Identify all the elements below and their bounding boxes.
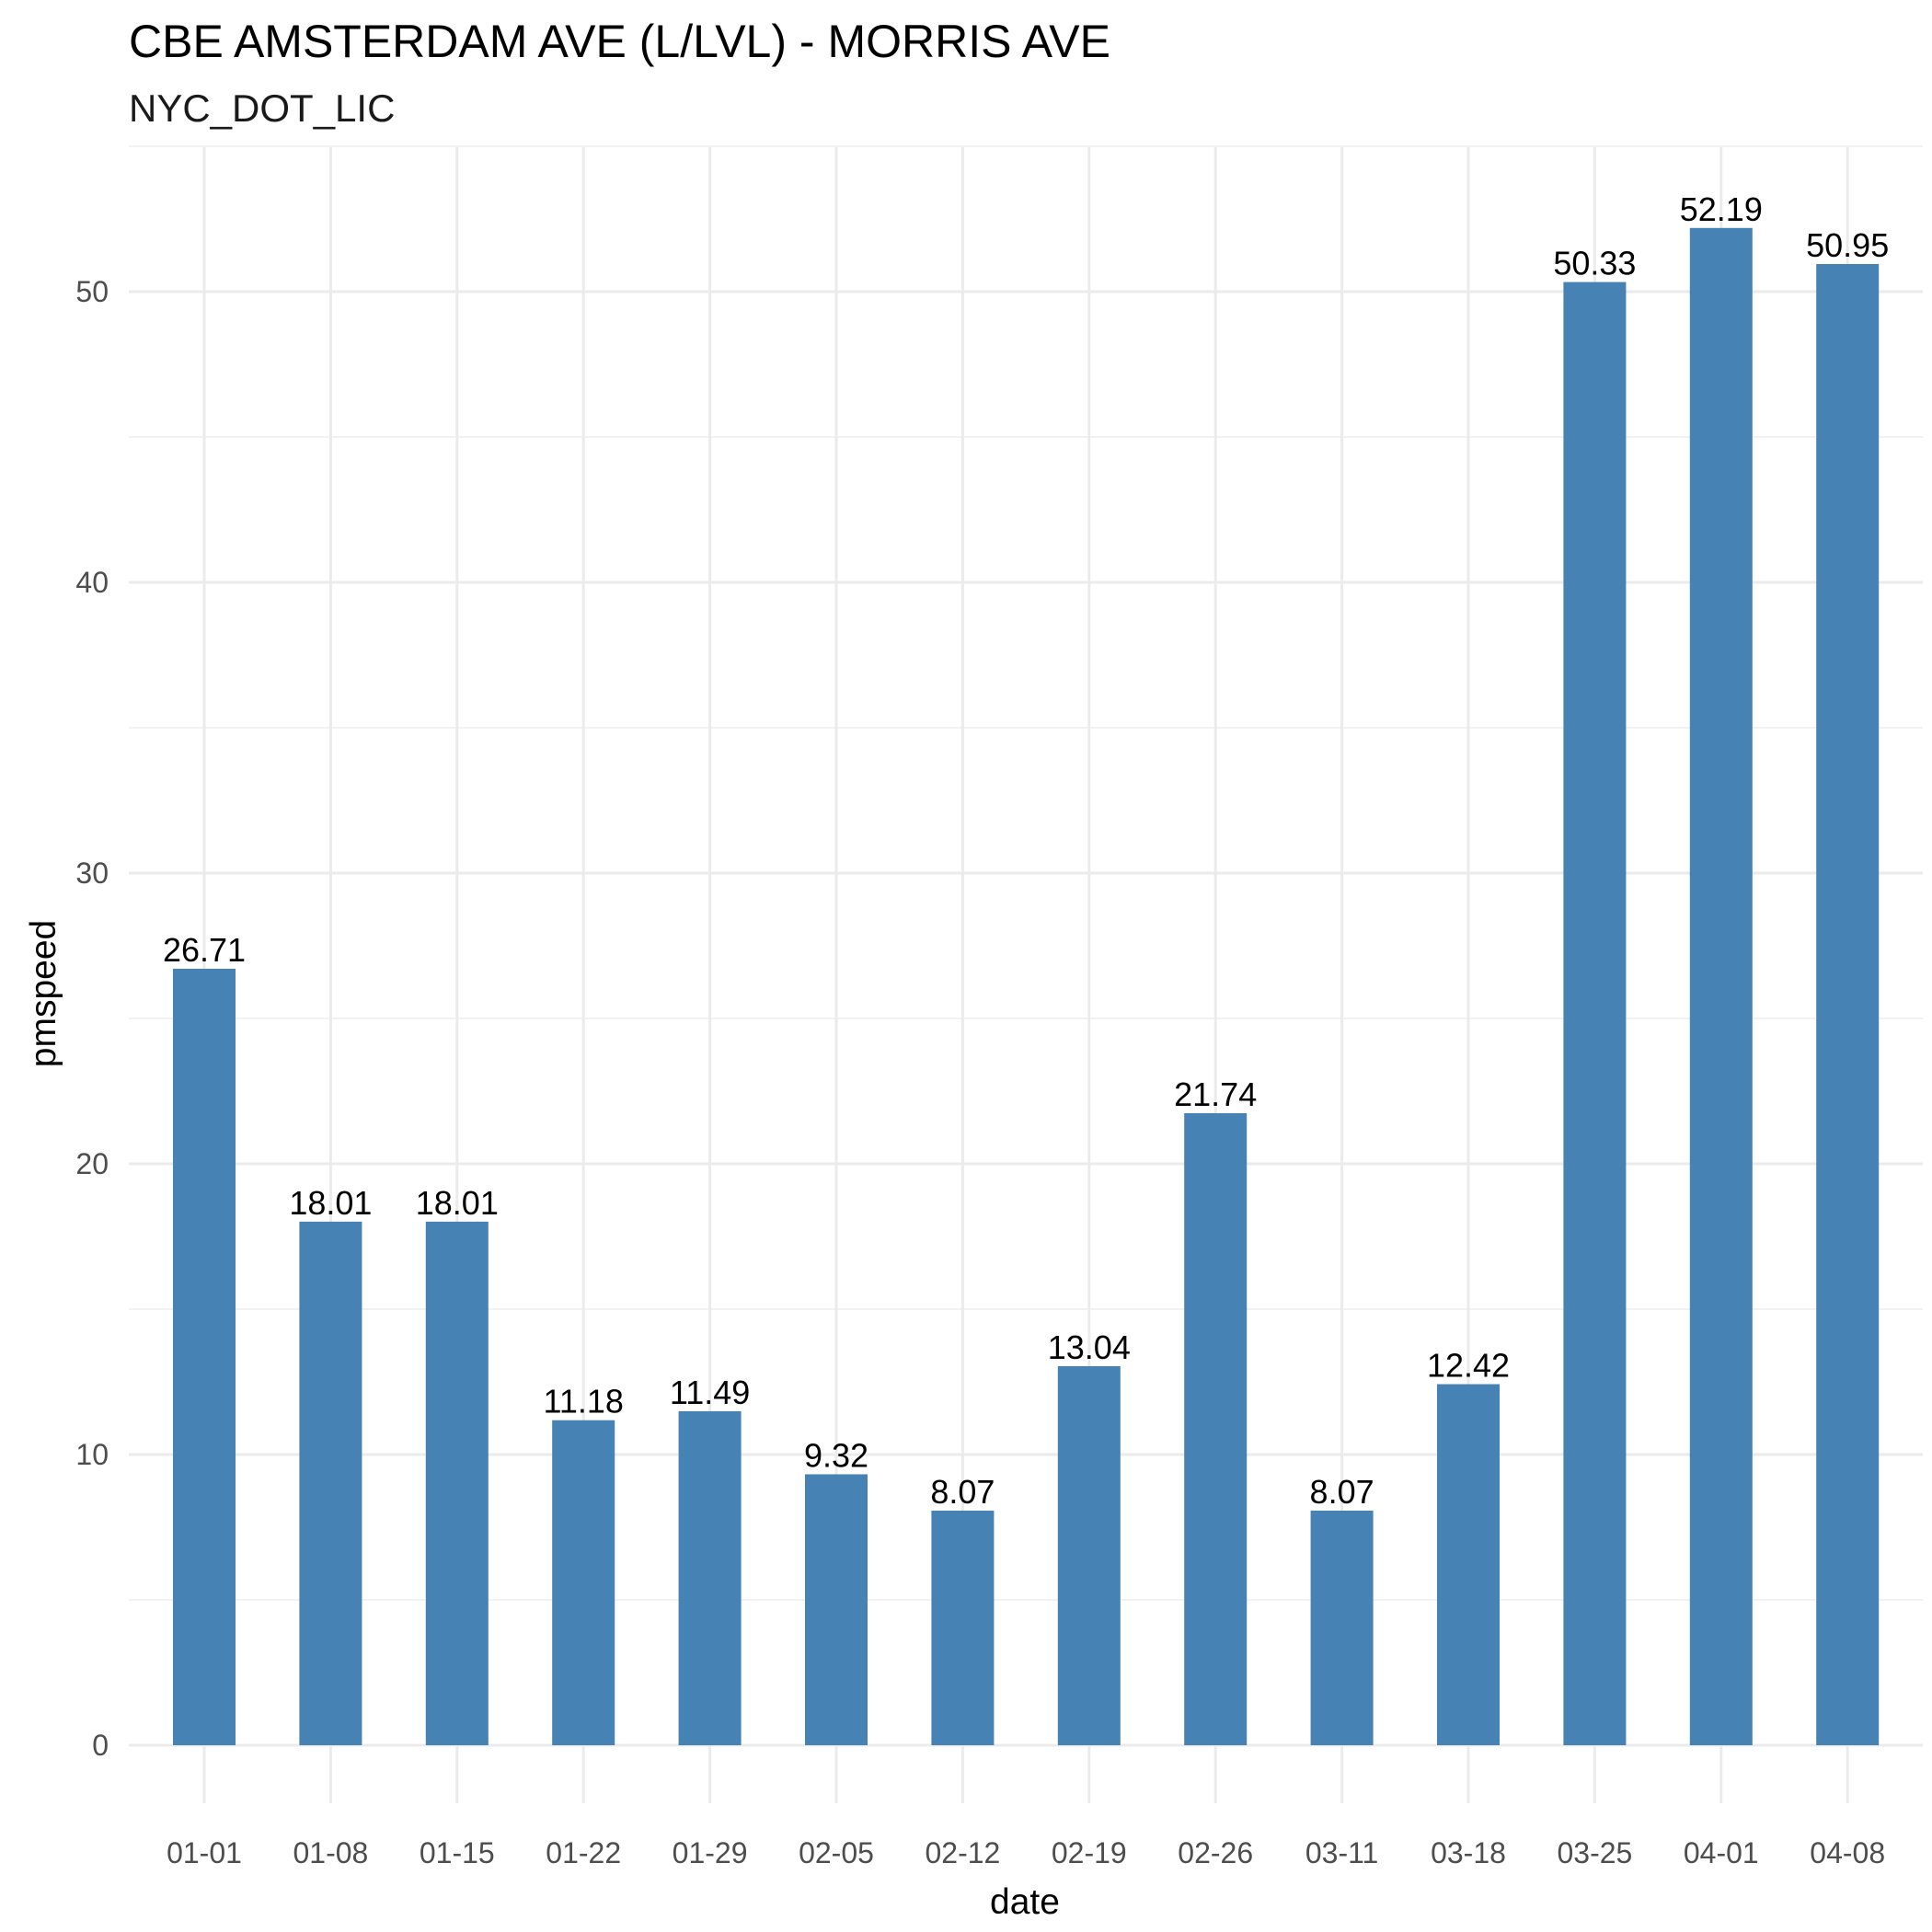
x-tick-label: 01-08 xyxy=(293,1836,368,1869)
grid xyxy=(129,145,1923,1803)
y-tick-label: 30 xyxy=(75,857,109,890)
y-tick-label: 0 xyxy=(92,1729,109,1762)
y-tick-label: 50 xyxy=(75,275,109,308)
bar-value-label: 8.07 xyxy=(930,1473,995,1511)
x-tick-label: 03-25 xyxy=(1557,1836,1632,1869)
chart-title: CBE AMSTERDAM AVE (L/LVL) - MORRIS AVE xyxy=(129,16,1110,67)
x-tick-label: 02-19 xyxy=(1052,1836,1127,1869)
x-tick-label: 01-22 xyxy=(546,1836,621,1869)
bar-value-label: 18.01 xyxy=(289,1184,372,1222)
x-tick-label: 04-01 xyxy=(1684,1836,1759,1869)
x-tick-label: 04-08 xyxy=(1810,1836,1885,1869)
bar-value-label: 26.71 xyxy=(163,931,246,969)
bar-value-label: 12.42 xyxy=(1427,1347,1510,1385)
x-tick-label: 01-29 xyxy=(673,1836,748,1869)
y-tick-label: 20 xyxy=(75,1147,109,1180)
bar-01-01 xyxy=(173,968,236,1745)
x-tick-label: 03-11 xyxy=(1305,1836,1378,1869)
bar-value-label: 50.33 xyxy=(1553,245,1636,282)
x-tick-label: 02-12 xyxy=(925,1836,1000,1869)
y-axis-title: pmspeed xyxy=(24,920,63,1067)
bar-labels: 26.71 18.01 18.01 11.18 11.49 9.32 8.07 13.04 21… xyxy=(163,190,1889,1511)
y-tick-label: 10 xyxy=(75,1438,109,1471)
bar-01-29 xyxy=(678,1410,742,1745)
x-tick-label: 02-05 xyxy=(799,1836,874,1869)
bar-04-01 xyxy=(1689,227,1753,1745)
x-tick-label: 03-18 xyxy=(1431,1836,1506,1869)
chart-subtitle: NYC_DOT_LIC xyxy=(129,86,395,130)
bar-04-08 xyxy=(1816,263,1880,1746)
bar-value-label: 50.95 xyxy=(1806,226,1889,264)
bar-02-12 xyxy=(931,1510,995,1745)
y-tick-label: 40 xyxy=(75,566,109,599)
bars xyxy=(173,227,1880,1746)
bar-01-22 xyxy=(552,1420,615,1745)
bar-value-label: 52.19 xyxy=(1680,190,1763,228)
bar-value-label: 9.32 xyxy=(804,1436,868,1474)
bar-03-25 xyxy=(1563,282,1627,1745)
x-tick-label: 02-26 xyxy=(1178,1836,1253,1869)
bar-02-19 xyxy=(1057,1365,1121,1745)
bar-01-15 xyxy=(425,1221,489,1745)
bar-value-label: 13.04 xyxy=(1048,1328,1131,1366)
x-tick-label: 01-15 xyxy=(420,1836,495,1869)
bar-value-label: 18.01 xyxy=(416,1184,499,1222)
y-axis-ticks: 0 10 20 30 40 50 xyxy=(75,275,109,1762)
bar-03-18 xyxy=(1437,1384,1500,1745)
bar-value-label: 8.07 xyxy=(1310,1473,1374,1511)
bar-value-label: 21.74 xyxy=(1174,1075,1257,1113)
bar-value-label: 11.49 xyxy=(670,1374,750,1411)
bar-02-05 xyxy=(805,1474,868,1745)
bar-value-label: 11.18 xyxy=(543,1383,623,1420)
bar-01-08 xyxy=(299,1221,362,1745)
x-tick-label: 01-01 xyxy=(167,1836,242,1869)
bar-03-11 xyxy=(1310,1510,1374,1745)
x-axis-title: date xyxy=(990,1882,1060,1922)
bar-02-26 xyxy=(1184,1113,1248,1745)
x-axis-ticks: 01-01 01-08 01-15 01-22 01-29 02-05 02-12 02-19… xyxy=(167,1836,1885,1869)
